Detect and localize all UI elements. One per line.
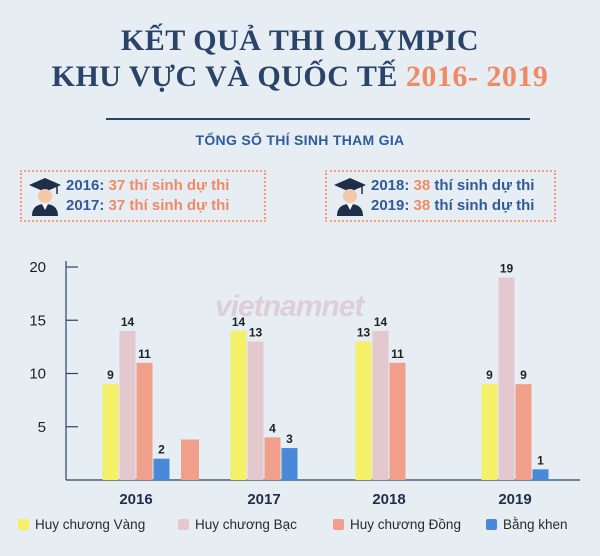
bar — [481, 384, 498, 480]
legend-swatch — [333, 519, 344, 530]
title-line-2: KHU VỰC VÀ QUỐC TẾ 2016- 2019 — [0, 60, 600, 94]
bar — [281, 448, 298, 480]
bar — [136, 362, 153, 480]
data-label: 3 — [286, 432, 293, 446]
participants-year: 2018: — [371, 177, 410, 194]
participants-year: 2016: — [66, 177, 105, 194]
x-tick-label: 2016 — [119, 491, 152, 508]
title-divider — [106, 118, 530, 120]
medal-bar-chart: 5101520914112201614134320171314112018919… — [29, 259, 580, 508]
participants-text: thí sinh dự thi — [434, 177, 535, 194]
participants-count: 37 — [108, 197, 126, 214]
y-tick-label: 5 — [38, 419, 46, 436]
data-label: 4 — [269, 421, 276, 435]
participants-year: 2019: — [371, 197, 410, 214]
bar — [230, 330, 247, 480]
x-tick-label: 2017 — [247, 491, 280, 508]
participants-box-2018-2019: 2018: 38 thí sinh dự thi 2019: 38 thí si… — [325, 170, 556, 222]
participants-text: thí sinh dự thi — [129, 177, 230, 194]
data-label: 14 — [121, 315, 135, 329]
legend-item-merit: Bằng khen — [486, 517, 568, 532]
participants-year: 2017: — [66, 197, 105, 214]
participants-text: thí sinh dự thi — [129, 197, 230, 214]
title-line-2-text: KHU VỰC VÀ QUỐC TẾ — [51, 60, 398, 93]
data-label: 13 — [357, 326, 371, 340]
legend-item-bronze: Huy chương Đồng — [333, 517, 461, 532]
legend-swatch — [486, 519, 497, 530]
bar — [389, 362, 406, 480]
participants-count: 38 — [413, 197, 431, 214]
bar — [355, 341, 372, 480]
title-line-1: KẾT QUẢ THI OLYMPIC — [120, 24, 480, 57]
legend-item-silver: Huy chương Bạc — [178, 517, 297, 532]
graduate-icon — [29, 178, 61, 216]
legend-swatch — [178, 519, 189, 530]
data-label: 2 — [158, 443, 165, 457]
participants-text: thí sinh dự thi — [434, 197, 535, 214]
extra-bar — [181, 439, 199, 480]
data-label: 9 — [520, 368, 527, 382]
data-label: 11 — [391, 347, 404, 361]
bar — [102, 384, 119, 480]
data-label: 14 — [374, 315, 388, 329]
legend-item-gold: Huy chương Vàng — [18, 517, 145, 532]
data-label: 9 — [486, 368, 493, 382]
data-label: 1 — [537, 453, 544, 467]
data-label: 13 — [249, 326, 263, 340]
bar — [119, 330, 136, 480]
bar — [247, 341, 264, 480]
participants-row: 2017: 37 thí sinh dự thi — [66, 197, 229, 214]
subtitle: TỔNG SỐ THÍ SINH THAM GIA — [195, 132, 405, 148]
legend-label: Bằng khen — [503, 517, 568, 532]
legend-label: Huy chương Bạc — [195, 517, 297, 532]
participants-count: 38 — [413, 177, 431, 194]
bar — [372, 330, 389, 480]
participants-row: 2016: 37 thí sinh dự thi — [66, 177, 229, 194]
data-label: 19 — [500, 262, 514, 276]
title-years: 2016- 2019 — [405, 60, 549, 93]
chart-legend: Huy chương Vàng Huy chương Bạc Huy chươn… — [0, 517, 600, 539]
y-tick-label: 20 — [29, 259, 46, 276]
y-tick-label: 15 — [29, 312, 46, 329]
data-label: 9 — [107, 368, 114, 382]
bar — [264, 437, 281, 480]
data-label: 11 — [138, 347, 151, 361]
watermark-logo: vietnamnet — [215, 290, 364, 323]
bar — [153, 458, 170, 480]
bar — [515, 384, 532, 480]
legend-label: Huy chương Đồng — [350, 517, 461, 532]
participants-count: 37 — [108, 177, 126, 194]
participants-box-2016-2017: 2016: 37 thí sinh dự thi 2017: 37 thí si… — [20, 170, 266, 222]
y-tick-label: 10 — [29, 366, 46, 383]
graduate-icon — [334, 178, 366, 216]
legend-label: Huy chương Vàng — [35, 517, 146, 532]
bar — [532, 469, 549, 480]
x-tick-label: 2018 — [372, 491, 405, 508]
data-label: 14 — [232, 315, 246, 329]
participants-row: 2018: 38 thí sinh dự thi — [371, 177, 534, 194]
x-tick-label: 2019 — [498, 491, 531, 508]
legend-swatch — [18, 519, 29, 530]
participants-row: 2019: 38 thí sinh dự thi — [371, 197, 534, 214]
bar — [498, 277, 515, 480]
